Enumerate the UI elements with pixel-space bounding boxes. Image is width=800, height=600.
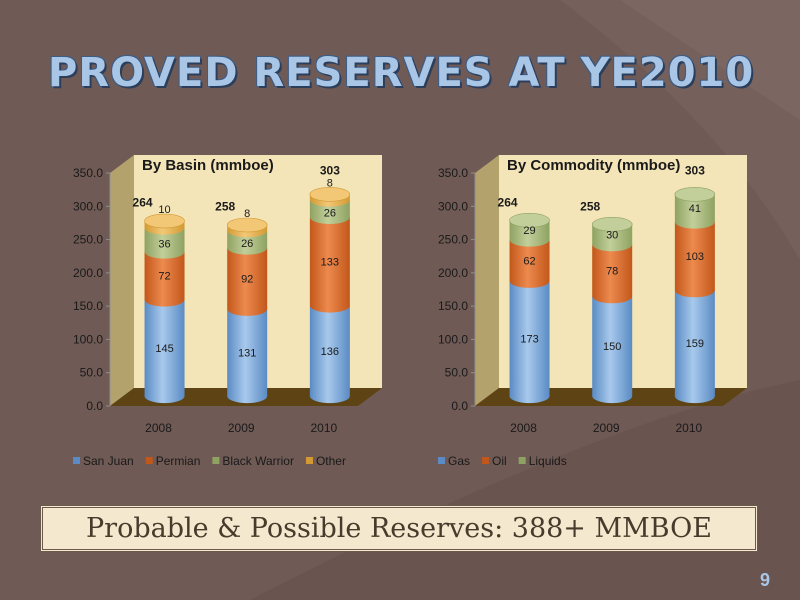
bar-top-cap [309,187,351,202]
plot-side-wall [475,155,499,406]
y-tick-label: 350.0 [73,166,103,180]
bar-segment [674,221,715,298]
bar-total-label: 303 [685,163,705,177]
bar-value-label: 159 [686,338,704,350]
bar-value-label: 30 [606,229,618,241]
bar-value-label: 131 [238,347,256,359]
bar-segment [592,296,633,404]
y-tick-label: 50.0 [80,366,104,380]
bar-top-cap [674,187,716,202]
bar-segment [144,227,185,259]
x-tick-label: 2008 [510,421,537,435]
y-tick-label: 100.0 [73,332,103,346]
reserves-callout-box: Probable & Possible Reserves: 388+ MMBOE [40,505,758,552]
y-tick-label: 200.0 [438,266,468,280]
legend-label: Permian [156,454,201,468]
legend-label: Gas [448,454,470,468]
bar-segment [309,217,350,313]
bar-value-label: 92 [241,273,253,285]
legend-swatch [438,457,445,464]
y-tick-label: 250.0 [438,233,468,247]
bar-value-label: 150 [603,341,621,353]
bar-segment [227,308,268,404]
bar-segment [227,230,268,255]
bar-value-label: 103 [686,251,704,263]
bar-segment [309,199,350,225]
bar-value-label: 78 [606,265,618,277]
bar-top-cap [509,213,550,228]
bar-segment [309,305,350,404]
bar-segment [227,247,268,316]
chart-title: By Basin (mmboe) [142,157,274,174]
bar-segment [144,251,185,307]
bar-value-label: 26 [324,207,336,219]
bar-value-label: 72 [158,271,170,283]
bar-total-label: 303 [320,163,340,177]
bar-segment [674,290,715,404]
slide-title: PROVED RESERVES AT YE2010 [48,50,755,96]
chart-title: By Commodity (mmboe) [507,157,680,174]
bar-segment [592,244,633,304]
bar-value-label: 26 [241,238,253,250]
bar-value-label: 41 [689,203,701,215]
y-tick-label: 150.0 [438,299,468,313]
y-tick-label: 300.0 [438,199,468,213]
y-tick-label: 200.0 [73,266,103,280]
legend-label: Other [316,454,346,468]
bar-segment [674,194,715,229]
reserves-callout-text: Probable & Possible Reserves: 388+ MMBOE [86,513,712,544]
legend-swatch [145,457,153,464]
y-tick-label: 350.0 [438,166,468,180]
legend-label: San Juan [83,454,134,468]
bar-value-label: 8 [244,208,250,220]
bar-segment [509,239,550,288]
y-tick-label: 150.0 [73,299,103,313]
x-tick-label: 2009 [228,421,255,435]
bar-total-label: 264 [498,195,518,209]
bar-segment [509,280,550,404]
bar-value-label: 10 [158,204,170,216]
bar-value-label: 133 [321,256,339,268]
bar-value-label: 145 [155,343,173,355]
bar-top-cap [226,217,268,233]
legend-swatch [305,457,313,464]
bar-value-label: 136 [321,346,339,358]
legend-label: Liquids [529,454,567,468]
y-tick-label: 50.0 [445,366,469,380]
legend-swatch [482,457,490,464]
x-tick-label: 2008 [145,421,172,435]
y-tick-label: 0.0 [451,399,468,413]
bar-total-label: 258 [580,199,600,213]
y-tick-label: 0.0 [86,399,103,413]
bar-value-label: 29 [523,225,535,237]
bar-total-label: 264 [133,195,153,209]
bar-value-label: 36 [158,239,170,251]
y-tick-label: 250.0 [73,233,103,247]
bar-segment [592,224,633,252]
legend-label: Black Warrior [222,454,294,468]
y-tick-label: 100.0 [438,332,468,346]
legend-swatch [73,457,80,464]
commodity-chart: 0.0 50.0 100.0 150.0 200.0 250.0 300.0 350.0 By … [438,155,747,468]
bar-value-label: 62 [523,255,535,267]
page-number: 9 [759,570,770,590]
bar-value-label: 173 [520,334,538,346]
legend-swatch [518,457,526,464]
x-tick-label: 2010 [676,421,703,435]
bar-segment [144,299,185,404]
legend-swatch [212,457,220,464]
bar-value-label: 8 [327,177,333,189]
x-tick-label: 2010 [311,421,338,435]
bar-top-cap [144,213,185,229]
bar-segment [509,220,550,247]
x-tick-label: 2009 [593,421,620,435]
legend-label: Oil [492,454,507,468]
bar-total-label: 258 [215,199,235,213]
bar-top-cap [591,217,633,232]
plot-side-wall [110,155,134,406]
y-tick-label: 300.0 [73,199,103,213]
basin-chart: 0.0 50.0 100.0 150.0 200.0 250.0 300.0 350.0 By … [73,155,382,468]
